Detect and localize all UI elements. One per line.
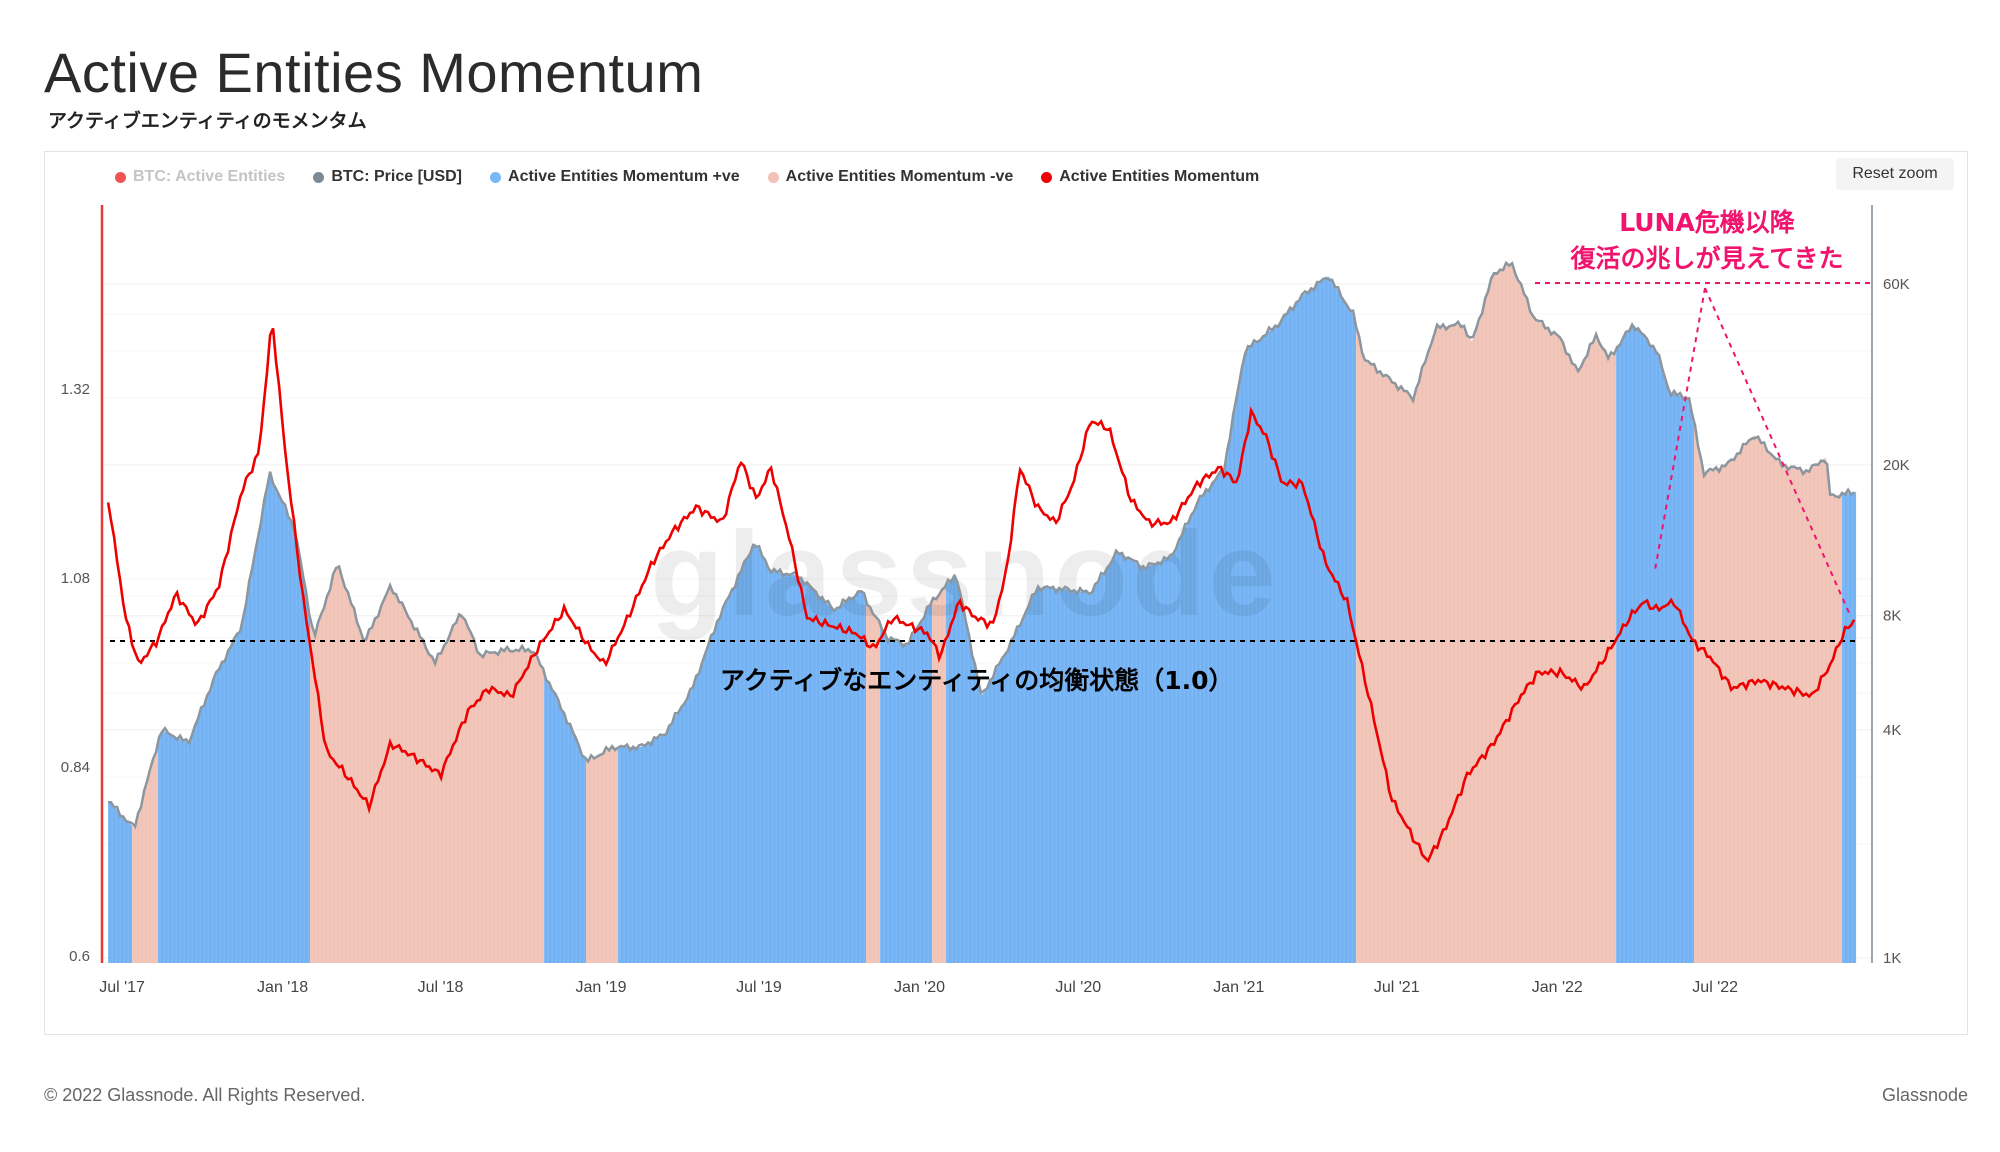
legend-dot-icon xyxy=(115,171,126,183)
legend-item-price[interactable]: BTC: Price [USD] xyxy=(313,168,462,186)
legend-item-momentum[interactable]: Active Entities Momentum xyxy=(1041,168,1259,186)
legend-dot-icon xyxy=(767,171,779,183)
legend-item-momentum-negative[interactable]: Active Entities Momentum -ve xyxy=(767,168,1014,186)
page-subtitle: アクティブエンティティのモメンタム xyxy=(48,110,367,132)
chart-frame xyxy=(44,151,1968,1035)
legend-label: Active Entities Momentum +ve xyxy=(508,168,740,185)
legend-label: BTC: Active Entities xyxy=(133,168,286,185)
legend-item-momentum-positive[interactable]: Active Entities Momentum +ve xyxy=(490,168,740,186)
legend-label: Active Entities Momentum xyxy=(1059,168,1260,185)
reset-zoom-button[interactable]: Reset zoom xyxy=(1836,158,1954,190)
legend-item-active-entities[interactable]: BTC: Active Entities xyxy=(115,168,285,186)
legend-dot-icon xyxy=(490,171,502,183)
legend: BTC: Active Entities BTC: Price [USD] Ac… xyxy=(115,168,1259,186)
legend-dot-icon xyxy=(313,171,325,183)
copyright-text: © 2022 Glassnode. All Rights Reserved. xyxy=(44,1085,366,1105)
legend-dot-icon xyxy=(1041,171,1053,183)
page-title: Active Entities Momentum xyxy=(44,41,704,104)
legend-label: Active Entities Momentum -ve xyxy=(785,168,1014,185)
brand-text: Glassnode xyxy=(1881,1085,1968,1105)
legend-label: BTC: Price [USD] xyxy=(331,168,463,185)
